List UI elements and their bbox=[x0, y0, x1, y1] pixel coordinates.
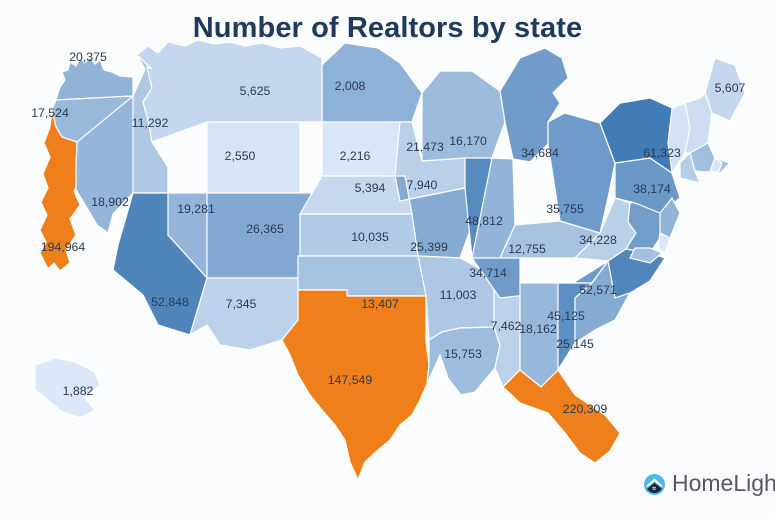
svg-text:194,964: 194,964 bbox=[41, 240, 86, 254]
svg-text:21,473: 21,473 bbox=[406, 140, 444, 154]
svg-text:25,399: 25,399 bbox=[410, 240, 448, 254]
svg-text:26,365: 26,365 bbox=[246, 222, 284, 236]
svg-text:11,003: 11,003 bbox=[440, 288, 477, 302]
svg-text:5,625: 5,625 bbox=[240, 84, 271, 98]
svg-text:48,812: 48,812 bbox=[465, 214, 503, 228]
svg-text:20,375: 20,375 bbox=[69, 50, 107, 64]
svg-text:13,407: 13,407 bbox=[361, 297, 399, 311]
svg-text:35,755: 35,755 bbox=[546, 202, 584, 216]
svg-text:11,292: 11,292 bbox=[132, 116, 169, 130]
svg-text:61,323: 61,323 bbox=[643, 146, 681, 160]
svg-text:17,524: 17,524 bbox=[31, 106, 69, 120]
svg-text:220,309: 220,309 bbox=[563, 402, 608, 416]
svg-text:7,940: 7,940 bbox=[407, 178, 438, 192]
svg-text:7,345: 7,345 bbox=[226, 297, 257, 311]
svg-text:25,145: 25,145 bbox=[556, 337, 594, 351]
svg-text:12,755: 12,755 bbox=[508, 242, 546, 256]
svg-text:18,162: 18,162 bbox=[519, 322, 557, 336]
svg-text:15,753: 15,753 bbox=[444, 347, 482, 361]
svg-text:16,170: 16,170 bbox=[449, 134, 487, 148]
svg-text:5,607: 5,607 bbox=[715, 81, 746, 95]
svg-text:52,848: 52,848 bbox=[151, 295, 189, 309]
svg-text:34,684: 34,684 bbox=[521, 146, 559, 160]
svg-text:34,714: 34,714 bbox=[469, 266, 507, 280]
svg-text:1,882: 1,882 bbox=[63, 384, 94, 398]
svg-text:38,174: 38,174 bbox=[633, 182, 671, 196]
svg-text:5,394: 5,394 bbox=[355, 181, 386, 195]
svg-text:45,125: 45,125 bbox=[547, 309, 585, 323]
svg-text:2,008: 2,008 bbox=[335, 79, 366, 93]
svg-text:2,550: 2,550 bbox=[225, 149, 256, 163]
svg-text:52,571: 52,571 bbox=[579, 283, 617, 297]
svg-text:7,462: 7,462 bbox=[491, 319, 522, 333]
svg-text:18,902: 18,902 bbox=[91, 195, 129, 209]
svg-text:2,216: 2,216 bbox=[340, 149, 371, 163]
svg-text:147,549: 147,549 bbox=[328, 373, 373, 387]
svg-text:10,035: 10,035 bbox=[351, 230, 389, 244]
svg-text:19,281: 19,281 bbox=[177, 202, 215, 216]
svg-text:34,228: 34,228 bbox=[579, 233, 617, 247]
